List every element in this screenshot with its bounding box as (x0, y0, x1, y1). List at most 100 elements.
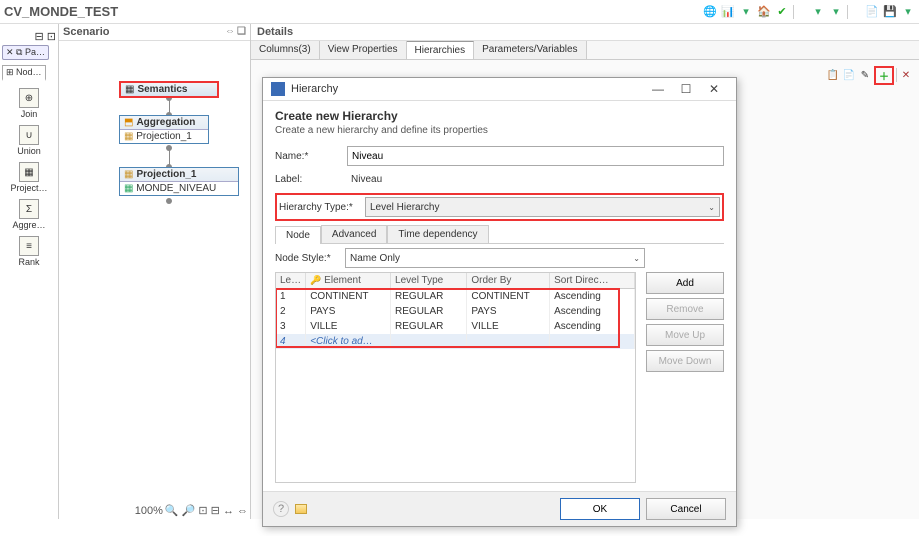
move-down-button[interactable]: Move Down (646, 350, 724, 372)
save-chev-icon[interactable]: ▾ (901, 5, 915, 19)
col-header[interactable]: Le… (276, 273, 306, 289)
node-projection1[interactable]: ▦ Projection_1 ▦ MONDE_NIVEAU (119, 167, 239, 196)
col-header[interactable]: Sort Direc… (550, 273, 635, 289)
table-row[interactable]: 2PAYSREGULARPAYSAscending (276, 304, 635, 319)
node-aggregation[interactable]: ⬒ Aggregation ▦ Projection_1 (119, 115, 209, 144)
maximize-button[interactable]: ☐ (672, 82, 700, 96)
scenario-canvas[interactable]: ▦ Semantics ⬒ Aggregation ▦ Projection_1… (59, 41, 250, 501)
details-tab-hierarchies[interactable]: Hierarchies (407, 41, 475, 59)
palette-item-icon: ≡ (19, 236, 39, 256)
subtab-advanced[interactable]: Advanced (321, 225, 387, 243)
levels-grid[interactable]: Le…🔑 ElementLevel TypeOrder BySort Direc… (275, 272, 636, 483)
scenario-collapse-icon[interactable]: ⇔ (225, 26, 235, 38)
table-row[interactable]: 1CONTINENTREGULARCONTINENTAscending (276, 289, 635, 305)
home-icon[interactable]: 🏠 (757, 5, 771, 19)
node-semantics-label: Semantics (137, 84, 187, 95)
cell: VILLE (467, 319, 550, 334)
node-semantics[interactable]: ▦ Semantics (119, 81, 219, 98)
zoom-icons[interactable]: 🔍 🔎 ⊡ ⊟ ↔ ⇔ (165, 504, 248, 517)
dialog-titlebar[interactable]: Hierarchy — ☐ ✕ (263, 78, 736, 101)
name-input[interactable] (347, 146, 724, 166)
name-row: Name:* (275, 146, 724, 166)
cell: CONTINENT (467, 289, 550, 305)
port-icon[interactable] (166, 145, 172, 151)
details-tab-parametersvariables[interactable]: Parameters/Variables (474, 41, 586, 59)
doc-icon[interactable]: 📄 (842, 68, 856, 82)
remove-button[interactable]: Remove (646, 298, 724, 320)
cancel-button[interactable]: Cancel (646, 498, 726, 520)
palette-item-project[interactable]: ▦Project… (0, 162, 58, 193)
cell: CONTINENT (306, 289, 391, 305)
hierarchy-type-combo[interactable]: Level Hierarchy ⌄ (365, 197, 720, 217)
cell: 1 (276, 289, 306, 305)
filter-icon[interactable]: ▾ (811, 5, 825, 19)
add-hierarchy-icon[interactable]: ＋ (877, 68, 891, 82)
save-icon[interactable]: 💾 (883, 5, 897, 19)
nod-tab[interactable]: ⊞ Nod… (2, 65, 46, 81)
table-row-new[interactable]: 4<Click to ad… (276, 334, 635, 349)
node-projection1-body: ▦ MONDE_NIVEAU (120, 181, 238, 195)
col-header[interactable]: Level Type (391, 273, 467, 289)
palette-item-union[interactable]: ∪Union (0, 125, 58, 156)
add-hierarchy-box: ＋ (874, 66, 894, 85)
zoom-toolbar: 100% 🔍 🔎 ⊡ ⊟ ↔ ⇔ (135, 504, 248, 517)
chart-chev-icon[interactable]: ▾ (739, 5, 753, 19)
palette-item-rank[interactable]: ≡Rank (0, 236, 58, 267)
palette-sidebar: ⊟ ⊡ ✕ ⧉ Pa… ⊞ Nod… ⊕Join ∪Union ▦Project… Σ… (0, 24, 59, 519)
palette-expand[interactable]: ⊟ ⊡ (0, 28, 58, 43)
edit-icon[interactable]: ✎ (858, 68, 872, 82)
hierarchy-type-row: Hierarchy Type:* Level Hierarchy ⌄ (275, 193, 724, 221)
scenario-title: Scenario (63, 26, 109, 38)
node-aggregation-label: Aggregation (136, 117, 195, 128)
details-tab-columns[interactable]: Columns(3) (251, 41, 320, 59)
palette-item-join[interactable]: ⊕Join (0, 88, 58, 119)
palette-item-label: Project… (10, 183, 47, 193)
cell: PAYS (467, 304, 550, 319)
cell: <Click to ad… (306, 334, 391, 349)
chart-icon[interactable]: 📊 (721, 5, 735, 19)
move-up-button[interactable]: Move Up (646, 324, 724, 346)
toolbar-sep (793, 5, 807, 19)
chevron-down-icon: ⌄ (633, 254, 640, 263)
doc-icon[interactable]: 📄 (865, 5, 879, 19)
zoom-pct: 100% (135, 505, 163, 517)
cell: PAYS (306, 304, 391, 319)
close-button[interactable]: ✕ (700, 82, 728, 96)
filter-chev-icon[interactable]: ▾ (829, 5, 843, 19)
dialog-heading: Create new Hierarchy (275, 109, 724, 123)
palette-item-icon: ⊕ (19, 88, 39, 108)
details-tab-viewproperties[interactable]: View Properties (320, 41, 407, 59)
delete-icon[interactable]: ✕ (899, 68, 913, 82)
key-icon: 🔑 (310, 275, 321, 285)
scenario-panel: Scenario ⇔ ❏ ▦ Semantics ⬒ (59, 24, 251, 519)
dialog-subheading: Create a new hierarchy and define its pr… (275, 125, 724, 136)
check-icon[interactable]: ✔ (775, 5, 789, 19)
toolbar-sep2 (847, 5, 861, 19)
folder-icon[interactable] (295, 504, 307, 514)
subtab-node[interactable]: Node (275, 226, 321, 244)
cell: Ascending (550, 304, 635, 319)
node-style-value: Name Only (350, 253, 400, 264)
scenario-min-icon[interactable]: ❏ (237, 26, 246, 38)
projection-icon: ▦ (124, 169, 133, 180)
minimize-button[interactable]: — (644, 82, 672, 96)
subtab-timedependency[interactable]: Time dependency (387, 225, 488, 243)
col-header[interactable]: 🔑 Element (306, 273, 391, 289)
scenario-header: Scenario ⇔ ❏ (59, 24, 250, 41)
palette-item-aggre[interactable]: ΣAggre… (0, 199, 58, 230)
details-tabs: Columns(3)View PropertiesHierarchiesPara… (251, 41, 919, 60)
chevron-down-icon: ⌄ (708, 203, 715, 212)
globe-icon[interactable]: 🌐 (703, 5, 717, 19)
clipboard-icon[interactable]: 📋 (826, 68, 840, 82)
label-row: Label: Niveau (275, 172, 724, 187)
add-button[interactable]: Add (646, 272, 724, 294)
pa-tab[interactable]: ✕ ⧉ Pa… (2, 45, 49, 60)
help-icon[interactable]: ? (273, 501, 289, 517)
node-aggregation-body-label: Projection_1 (136, 131, 192, 142)
ok-button[interactable]: OK (560, 498, 640, 520)
cell: Ascending (550, 319, 635, 334)
node-style-combo[interactable]: Name Only ⌄ (345, 248, 645, 268)
col-header[interactable]: Order By (467, 273, 550, 289)
port-icon[interactable] (166, 198, 172, 204)
table-row[interactable]: 3VILLEREGULARVILLEAscending (276, 319, 635, 334)
